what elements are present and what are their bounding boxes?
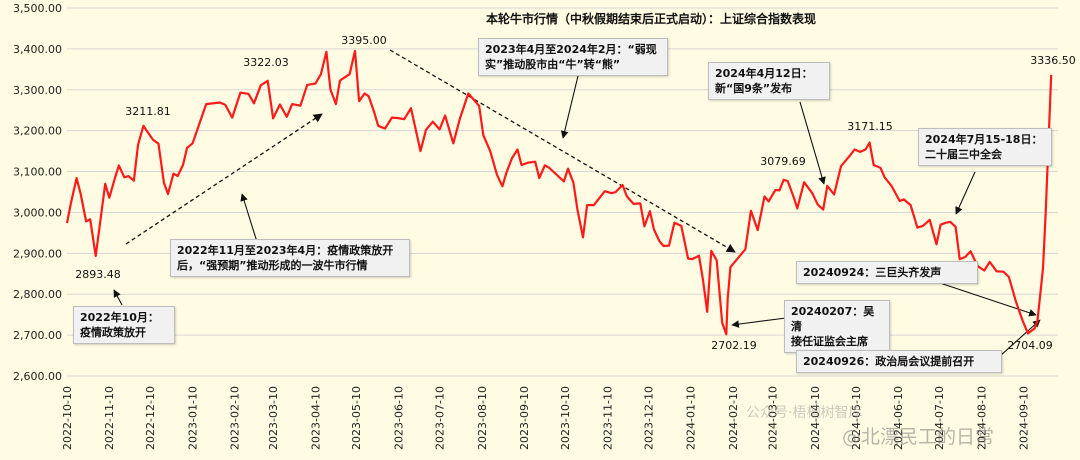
annotation-sep26-line1: 20240926：政治局会议提前召开 (803, 355, 975, 368)
annotation-oct2022: 2022年10月： 疫情政策放开 (73, 306, 175, 344)
point-label: 3336.50 (1030, 54, 1076, 67)
point-label: 3395.00 (341, 34, 387, 47)
arrow-feb07 (731, 317, 787, 328)
point-label: 3211.81 (125, 105, 171, 118)
x-tick-label: 2023-07-10 (433, 386, 446, 450)
x-tick-label: 2023-12-10 (642, 386, 655, 450)
y-tick-label: 3,100.00 (13, 166, 62, 179)
y-tick-label: 2,900.00 (13, 247, 62, 260)
arrow-oct2022 (113, 289, 123, 306)
series-line-0 (65, 49, 1053, 336)
y-tick-label: 2,700.00 (13, 329, 62, 342)
x-tick-label: 2022-12-10 (144, 386, 157, 450)
annotation-apr2023: 2023年4月至2024年2月：“弱现 实”推动股市由“牛”转“熊” (478, 38, 668, 76)
x-tick-label: 2023-10-10 (559, 386, 572, 450)
annotation-oct2022-line2: 疫情政策放开 (80, 326, 146, 339)
annotation-nov2022: 2022年11月至2023年4月：疫情政策放开 后，“强预期”推动形成的一波牛市… (170, 239, 410, 277)
annotation-apr2024-line1: 2024年4月12日： (715, 67, 813, 80)
point-labels: 2893.48 3211.81 3322.03 3395.00 2702.19 3079.… (75, 34, 1076, 352)
y-axis-labels: 2,600.00 2,700.00 2,800.00 2,900.00 3,000.00… (13, 2, 62, 383)
point-label: 3171.15 (847, 120, 893, 133)
annotation-sep24-line1: 20240924：三巨头齐发声 (803, 266, 942, 279)
x-tick-label: 2024-09-10 (1018, 386, 1031, 450)
watermark-main: @北漂民工的日常 (842, 426, 995, 448)
y-tick-label: 2,800.00 (13, 288, 62, 301)
annotation-jul2024: 2024年7月15-18日： 二十届三中全会 (918, 128, 1052, 166)
annotation-feb07: 20240207：吴清 接任证监会主席 (784, 300, 890, 353)
y-tick-label: 2,600.00 (13, 370, 62, 383)
annotation-apr2024-line2: 新“国9条”发布 (715, 82, 793, 95)
point-label: 3079.69 (760, 155, 806, 168)
y-tick-label: 3,200.00 (13, 125, 62, 138)
y-tick-label: 3,300.00 (13, 84, 62, 97)
annotation-apr2024: 2024年4月12日： 新“国9条”发布 (708, 62, 830, 100)
x-tick-label: 2023-02-10 (229, 386, 242, 450)
arrow-bull-dashed (125, 113, 323, 245)
annotation-jul2024-line1: 2024年7月15-18日： (925, 133, 1043, 146)
y-tick-label: 3,000.00 (13, 206, 62, 219)
point-label: 2704.09 (1007, 339, 1053, 352)
x-tick-label: 2024-06-10 (892, 386, 905, 450)
x-tick-label: 2023-11-10 (601, 386, 614, 450)
arrow-sep26 (999, 319, 1041, 357)
annotation-sep26: 20240926：政治局会议提前召开 (796, 350, 1002, 373)
y-tick-label: 3,500.00 (13, 2, 62, 15)
x-tick-label: 2022-11-10 (103, 386, 116, 450)
annotation-nov2022-line1: 2022年11月至2023年4月：疫情政策放开 (177, 244, 394, 257)
x-tick-label: 2024-04-10 (809, 386, 822, 450)
watermark-faint: 公众号·梧桐树智库 (746, 405, 863, 421)
annotation-oct2022-line1: 2022年10月： (80, 311, 159, 324)
annotation-jul2024-line2: 二十届三中全会 (925, 148, 1002, 161)
x-axis-labels: 2022-10-10 2022-11-10 2022-12-10 2023-01-10… (61, 386, 1031, 450)
series-group (65, 49, 1053, 336)
x-tick-label: 2024-08-10 (975, 386, 988, 450)
arrow-jul2024 (955, 171, 976, 215)
x-tick-label: 2023-03-10 (267, 386, 280, 450)
chart-title: 本轮牛市行情（中秋假期结束后正式启动）：上证综合指数表现 (486, 12, 817, 26)
x-tick-label: 2023-04-10 (309, 386, 322, 450)
annotation-feb07-line2: 接任证监会主席 (791, 335, 868, 348)
point-label: 3322.03 (243, 56, 289, 69)
x-tick-label: 2023-09-10 (518, 386, 531, 450)
arrow-apr2023 (560, 75, 579, 139)
arrow-bear-dashed (389, 49, 736, 253)
annotation-apr2023-line2: 实”推动股市由“牛”转“熊” (485, 58, 621, 71)
annotation-sep24: 20240924：三巨头齐发声 (796, 261, 978, 284)
x-tick-label: 2022-10-10 (61, 386, 74, 450)
x-tick-label: 2024-02-10 (727, 386, 740, 450)
annotation-apr2023-line1: 2023年4月至2024年2月：“弱现 (485, 43, 657, 56)
y-tick-label: 3,400.00 (13, 43, 62, 56)
x-tick-label: 2023-05-10 (350, 386, 363, 450)
arrow-apr2024 (799, 101, 826, 185)
annotation-nov2022-line2: 后，“强预期”推动形成的一波牛市行情 (177, 259, 368, 272)
x-tick-label: 2024-05-10 (850, 386, 863, 450)
point-label: 2893.48 (75, 268, 121, 281)
annotation-feb07-line1: 20240207：吴清 (791, 305, 875, 333)
point-label: 2702.19 (711, 339, 757, 352)
x-tick-label: 2023-06-10 (393, 386, 406, 450)
x-tick-label: 2024-03-10 (767, 386, 780, 450)
x-tick-label: 2024-07-10 (933, 386, 946, 450)
x-tick-label: 2023-01-10 (186, 386, 199, 450)
x-tick-label: 2023-08-10 (476, 386, 489, 450)
x-tick-label: 2024-01-10 (685, 386, 698, 450)
